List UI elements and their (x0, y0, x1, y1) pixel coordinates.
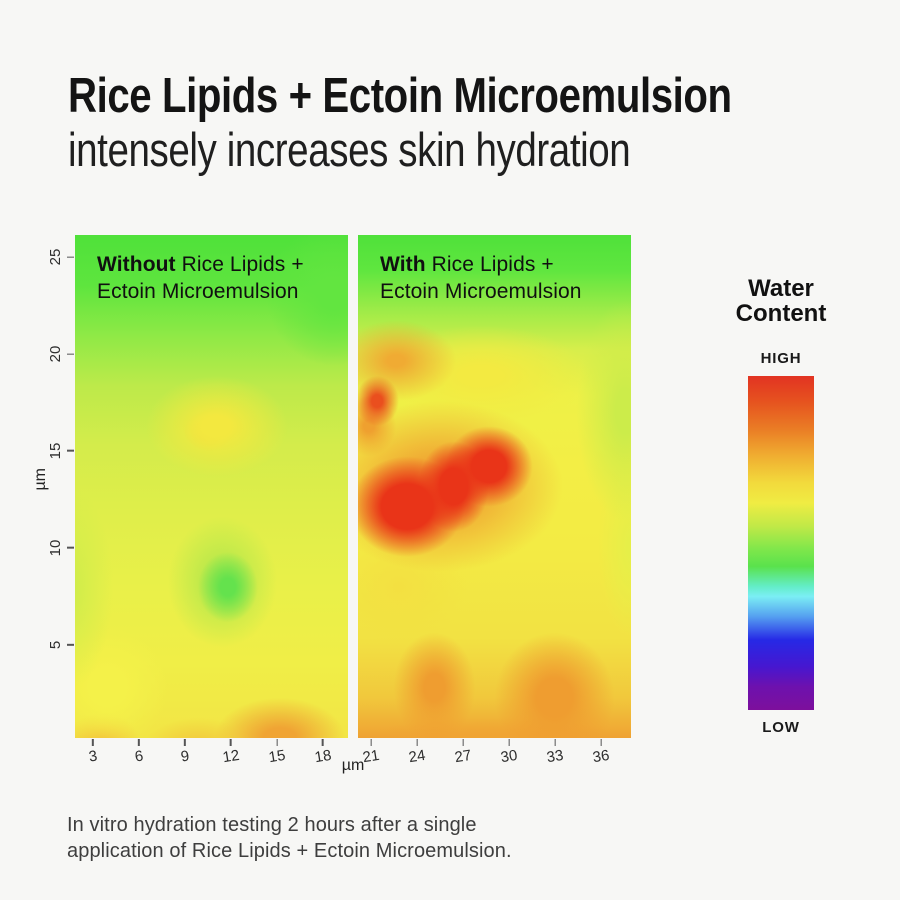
x-tick: 21 (362, 739, 381, 766)
tick-label: 10 (47, 539, 64, 557)
panel-label-with-rest: Rice Lipids + (425, 253, 554, 276)
x-tick: 15 (267, 739, 287, 767)
tick-mark (230, 739, 232, 746)
x-axis-ticks-with: 21 24 27 30 33 36 (358, 739, 631, 773)
tick-mark (322, 739, 324, 746)
tick-mark (600, 739, 602, 746)
page-title-light-line: intensely increases skin hydration (68, 122, 631, 176)
tick-mark (67, 450, 74, 452)
x-tick: 24 (407, 739, 427, 767)
tick-label: 24 (407, 746, 427, 767)
tick-label: 36 (591, 746, 611, 767)
footer-note-line2: application of Rice Lipids + Ectoin Micr… (67, 840, 512, 862)
tick-mark (416, 739, 418, 746)
y-tick: 25 (47, 248, 74, 266)
tick-label: 12 (221, 746, 241, 767)
tick-mark (92, 739, 94, 746)
heatmap-panel-with: With Rice Lipids + Ectoin Microemulsion (358, 235, 631, 738)
legend-high-label: HIGH (760, 350, 802, 367)
page-title-bold-line: Rice Lipids + Ectoin Microemulsion (68, 69, 732, 123)
x-tick: 18 (313, 739, 333, 767)
panel-label-without-line2: Ectoin Microemulsion (97, 280, 299, 303)
tick-label: 5 (47, 640, 64, 650)
legend-colorbar (748, 376, 814, 710)
x-tick: 30 (499, 739, 519, 767)
panel-label-without-line1: Without Rice Lipids + (97, 253, 304, 276)
panel-label-without-rest: Rice Lipids + (175, 253, 304, 276)
x-axis-label: µm (341, 757, 365, 774)
tick-mark (184, 739, 186, 746)
y-axis-ticks: 25 20 15 10 5 (40, 235, 74, 738)
x-tick: 9 (179, 739, 191, 766)
tick-label: 27 (453, 746, 473, 767)
tick-label: 25 (47, 248, 64, 266)
x-tick: 12 (221, 739, 241, 767)
page-title: Rice Lipids + Ectoin Microemulsion inten… (68, 69, 732, 176)
tick-label: 6 (133, 747, 145, 766)
panel-label-with-bold: With (380, 253, 426, 276)
x-tick: 33 (545, 739, 565, 767)
tick-mark (462, 739, 464, 746)
panel-label-with: With Rice Lipids + Ectoin Microemulsion (380, 251, 582, 305)
x-tick: 6 (133, 739, 145, 766)
y-axis-label: µm (32, 468, 49, 491)
footer-note: In vitro hydration testing 2 hours after… (67, 812, 512, 864)
tick-mark (67, 353, 74, 355)
tick-label: 20 (47, 345, 64, 363)
y-tick: 15 (47, 442, 74, 459)
x-axis-ticks-without: 3 6 9 12 15 18 (75, 739, 348, 773)
x-tick: 27 (453, 739, 473, 767)
footer-note-line1: In vitro hydration testing 2 hours after… (67, 814, 477, 836)
tick-mark (138, 739, 140, 746)
tick-mark (508, 739, 510, 746)
tick-mark (276, 739, 278, 746)
legend-title-line1: Water (748, 275, 814, 302)
tick-mark (67, 644, 74, 646)
tick-mark (67, 256, 74, 258)
tick-mark (67, 547, 74, 549)
y-tick: 10 (47, 539, 74, 557)
y-tick: 20 (47, 346, 74, 363)
heatmap-panel-without: Without Rice Lipids + Ectoin Microemulsi… (75, 235, 348, 738)
legend-low-label: LOW (762, 719, 800, 736)
panel-label-without: Without Rice Lipids + Ectoin Microemulsi… (97, 251, 304, 305)
panel-label-with-line1: With Rice Lipids + (380, 253, 554, 276)
tick-label: 15 (47, 442, 64, 460)
x-tick: 3 (87, 739, 99, 766)
x-tick: 36 (591, 739, 611, 767)
tick-label: 33 (545, 746, 565, 767)
tick-label: 18 (313, 746, 333, 767)
panel-label-with-line2: Ectoin Microemulsion (380, 280, 582, 303)
legend-title-line2: Content (735, 300, 827, 327)
y-tick: 5 (47, 641, 74, 649)
tick-label: 3 (87, 747, 99, 766)
tick-label: 30 (499, 746, 519, 767)
tick-label: 15 (267, 746, 287, 767)
tick-label: 9 (179, 747, 191, 766)
tick-mark (554, 739, 556, 746)
panel-label-without-bold: Without (97, 253, 176, 276)
tick-mark (370, 739, 372, 746)
legend-title: Water Content (711, 276, 851, 326)
